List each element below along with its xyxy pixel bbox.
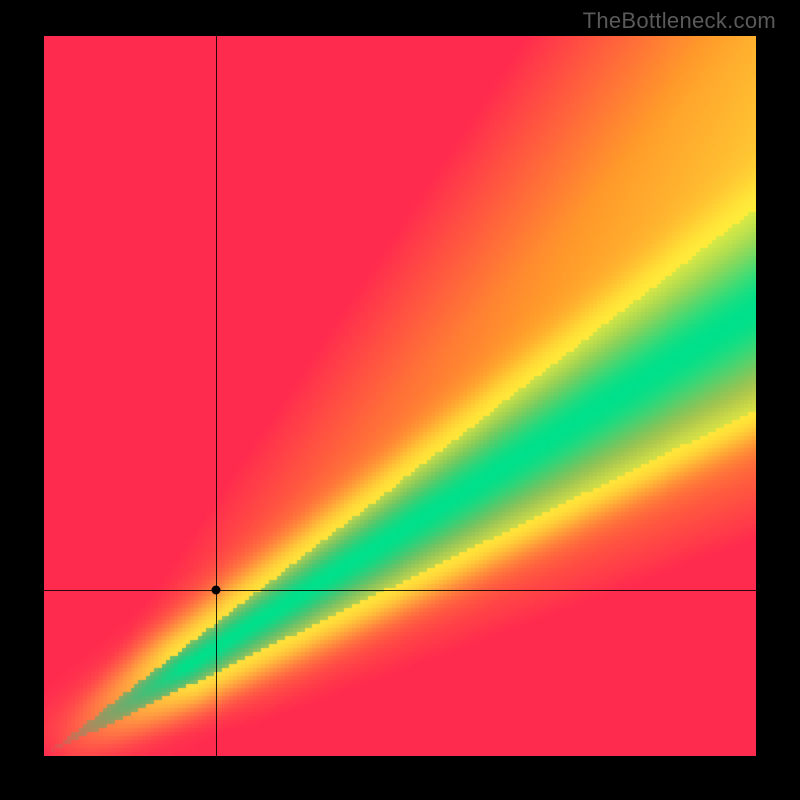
bottleneck-heatmap <box>44 36 756 756</box>
crosshair-horizontal <box>44 590 756 591</box>
heatmap-canvas <box>44 36 756 756</box>
crosshair-marker <box>211 586 220 595</box>
crosshair-vertical <box>216 36 217 756</box>
attribution-text: TheBottleneck.com <box>583 8 776 34</box>
